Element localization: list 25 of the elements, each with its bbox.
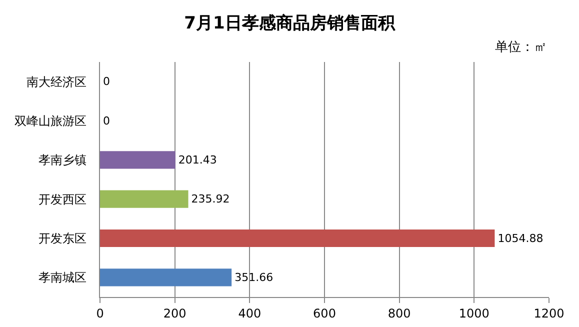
x-tick-label: 1200 xyxy=(534,306,564,320)
bar xyxy=(100,229,495,248)
data-label: 351.66 xyxy=(234,270,274,284)
x-tick-label: 400 xyxy=(238,306,262,320)
data-label: 0 xyxy=(103,114,110,128)
bar xyxy=(100,268,232,286)
y-tick-label: 孝南乡镇 xyxy=(38,153,87,168)
y-tick-label: 南大经济区 xyxy=(26,74,87,89)
y-tick-label: 开发东区 xyxy=(38,231,87,246)
y-tick-label: 双峰山旅游区 xyxy=(14,114,87,128)
data-label: 1054.88 xyxy=(498,232,544,245)
data-label: 0 xyxy=(103,75,110,88)
y-tick-label: 开发西区 xyxy=(38,192,87,206)
bar xyxy=(100,190,188,208)
x-tick-label: 600 xyxy=(313,306,336,320)
text: 单位：㎡ xyxy=(495,40,547,55)
x-tick-label: 1000 xyxy=(458,306,490,320)
y-tick-label: 孝南城区 xyxy=(38,270,87,285)
x-tick-label: 0 xyxy=(96,306,104,320)
x-tick-label: 800 xyxy=(388,306,411,320)
data-label: 235.92 xyxy=(191,192,230,206)
chart-title: 7月1日孝感商品房销售面积 xyxy=(184,13,396,34)
bar xyxy=(100,151,176,169)
data-label: 201.43 xyxy=(178,153,217,166)
x-tick-label: 200 xyxy=(163,306,186,320)
